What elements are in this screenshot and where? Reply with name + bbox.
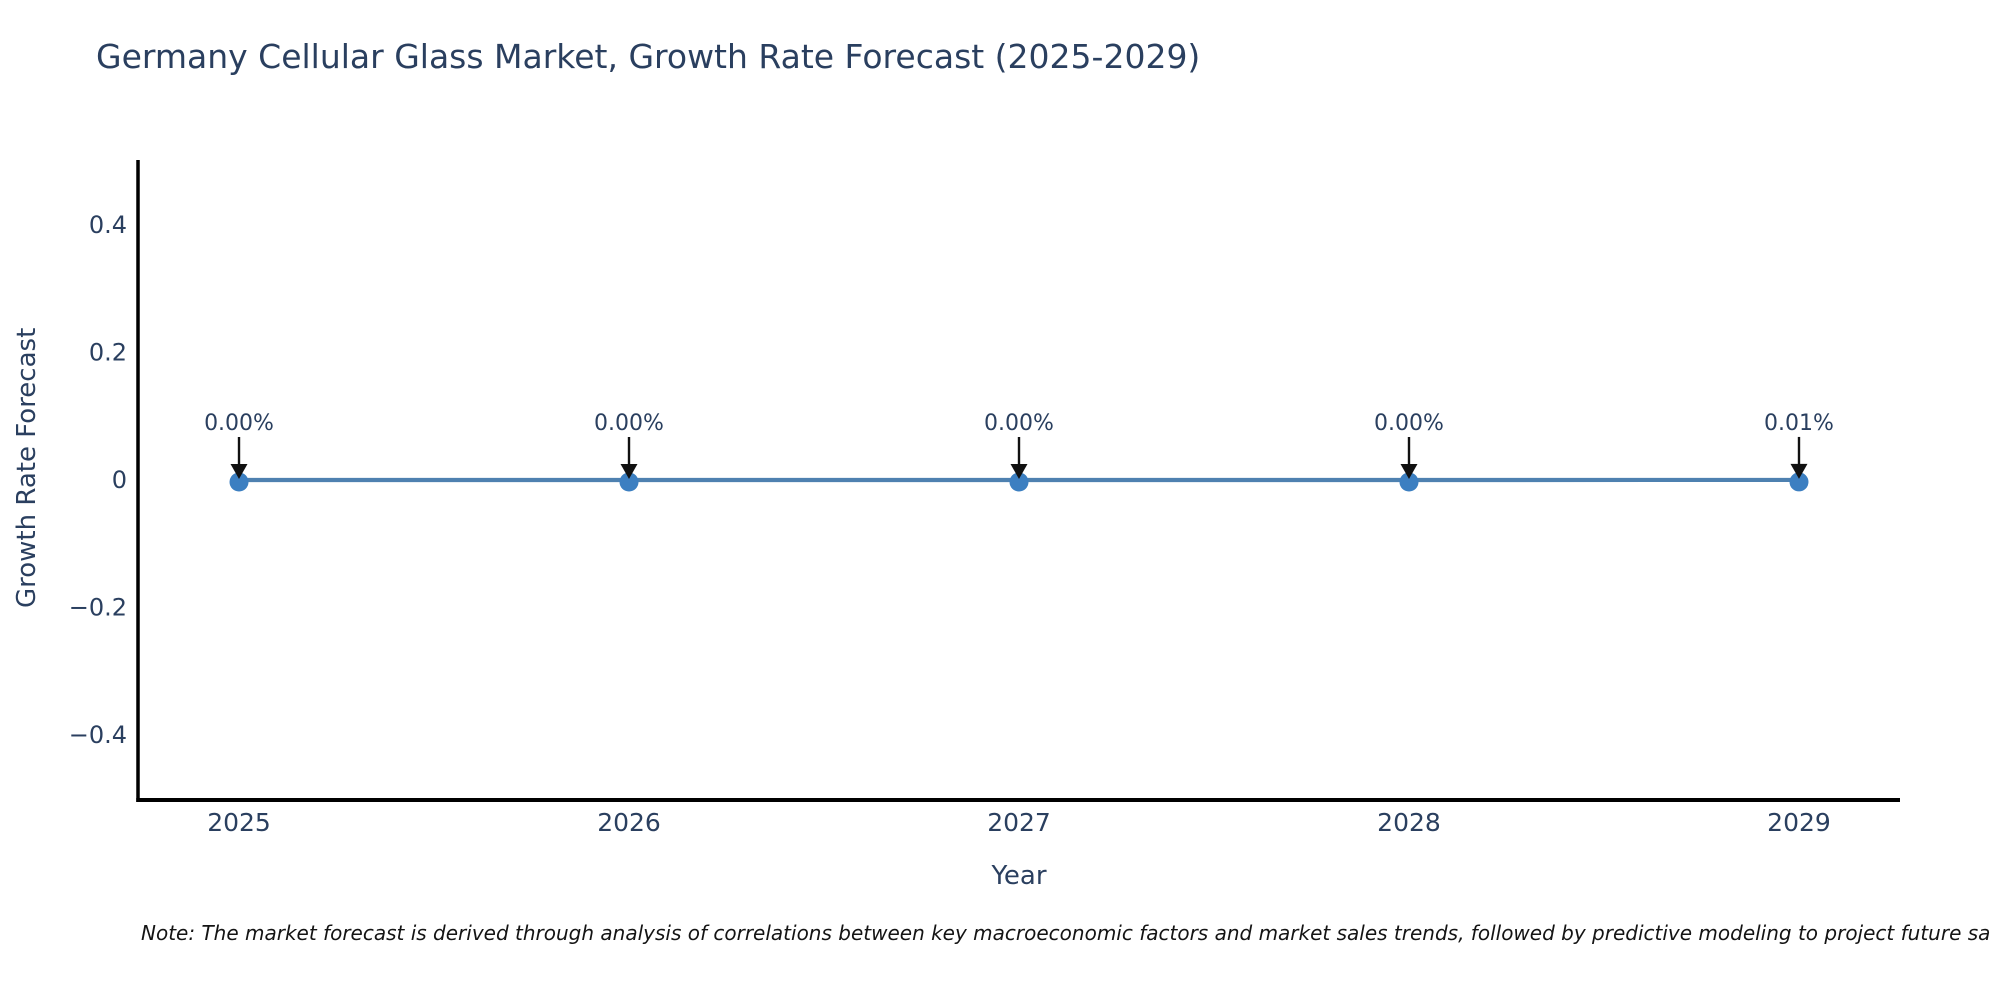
- y-tick-label: 0.2: [89, 338, 127, 366]
- y-tick-label: −0.2: [69, 594, 127, 622]
- x-axis-title: Year: [991, 861, 1047, 891]
- point-annotation: 0.01%: [1764, 411, 1834, 436]
- data-point-marker: [229, 472, 249, 492]
- y-tick-label: 0.4: [89, 211, 127, 239]
- footnote: Note: The market forecast is derived thr…: [141, 921, 1991, 945]
- data-point-marker: [1009, 472, 1029, 492]
- y-axis-title: Growth Rate Forecast: [12, 327, 42, 608]
- point-annotation: 0.00%: [984, 411, 1054, 436]
- data-point-marker: [619, 472, 639, 492]
- point-annotation: 0.00%: [1374, 411, 1444, 436]
- annotation-arrowhead: [1010, 464, 1028, 479]
- data-point-marker: [1399, 472, 1419, 492]
- y-tick-label: −0.4: [69, 721, 127, 749]
- point-annotation: 0.00%: [204, 411, 274, 436]
- point-annotation: 0.00%: [594, 411, 664, 436]
- chart-title: Germany Cellular Glass Market, Growth Ra…: [96, 37, 1201, 76]
- x-tick-label: 2025: [207, 808, 271, 837]
- annotation-arrowhead: [1790, 463, 1808, 479]
- x-tick-label: 2029: [1767, 808, 1831, 837]
- y-tick-label: 0: [112, 466, 127, 494]
- x-tick-label: 2028: [1377, 808, 1441, 837]
- x-tick-label: 2026: [597, 808, 661, 837]
- annotation-arrowhead: [230, 464, 248, 479]
- data-point-marker: [1789, 472, 1809, 492]
- annotation-arrowhead: [1400, 464, 1418, 479]
- x-tick-label: 2027: [987, 808, 1051, 837]
- annotation-arrowhead: [620, 464, 638, 479]
